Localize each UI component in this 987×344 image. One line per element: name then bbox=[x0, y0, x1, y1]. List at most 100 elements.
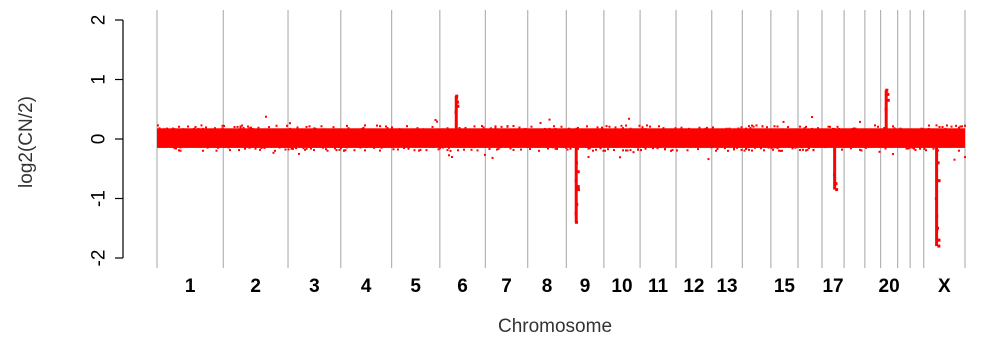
data-point bbox=[894, 127, 896, 129]
data-point bbox=[160, 141, 162, 143]
data-point bbox=[484, 154, 486, 156]
data-point bbox=[870, 141, 872, 143]
data-point bbox=[478, 129, 480, 131]
data-point bbox=[237, 126, 239, 128]
data-point bbox=[399, 128, 401, 130]
data-point bbox=[256, 137, 258, 139]
data-point bbox=[390, 137, 392, 139]
data-point bbox=[519, 127, 521, 129]
data-point bbox=[241, 125, 243, 127]
data-point bbox=[574, 130, 576, 132]
data-point bbox=[336, 137, 338, 139]
data-point bbox=[216, 140, 218, 142]
data-point bbox=[594, 132, 596, 134]
data-point bbox=[846, 132, 848, 134]
data-point bbox=[184, 132, 186, 134]
data-point bbox=[505, 134, 507, 136]
data-point bbox=[258, 127, 260, 129]
data-point bbox=[205, 137, 207, 139]
data-point bbox=[715, 150, 717, 152]
data-point bbox=[799, 149, 801, 151]
data-point bbox=[847, 129, 849, 131]
data-point bbox=[697, 133, 699, 135]
data-point bbox=[642, 127, 644, 129]
data-point bbox=[693, 143, 695, 145]
data-point bbox=[892, 153, 894, 155]
data-point bbox=[748, 149, 750, 151]
data-point bbox=[742, 143, 744, 145]
data-point bbox=[664, 148, 666, 150]
data-point bbox=[199, 139, 201, 141]
data-point bbox=[685, 145, 687, 147]
data-point bbox=[565, 147, 567, 149]
data-point bbox=[649, 142, 651, 144]
data-point bbox=[880, 132, 882, 134]
data-point bbox=[216, 150, 218, 152]
data-point bbox=[268, 138, 270, 140]
data-point bbox=[867, 141, 869, 143]
data-point bbox=[898, 144, 900, 146]
data-point bbox=[672, 133, 674, 135]
data-point bbox=[724, 147, 726, 149]
data-point bbox=[255, 144, 257, 146]
data-point bbox=[219, 132, 221, 134]
data-point bbox=[945, 128, 947, 130]
data-point bbox=[633, 151, 635, 153]
data-point bbox=[406, 125, 408, 127]
data-point bbox=[520, 149, 522, 151]
data-point bbox=[834, 128, 836, 130]
data-point bbox=[873, 146, 875, 148]
data-point bbox=[228, 132, 230, 134]
data-point bbox=[682, 131, 684, 133]
data-point bbox=[652, 147, 654, 149]
data-point bbox=[843, 131, 845, 133]
data-point bbox=[814, 132, 816, 134]
data-point bbox=[778, 134, 780, 136]
data-point bbox=[727, 150, 729, 152]
data-point bbox=[660, 138, 662, 140]
data-point bbox=[391, 126, 393, 128]
data-point bbox=[903, 132, 905, 134]
data-point bbox=[351, 130, 353, 132]
data-point bbox=[465, 136, 467, 138]
data-point bbox=[882, 136, 884, 138]
data-point bbox=[420, 138, 422, 140]
data-point bbox=[753, 130, 755, 132]
data-point bbox=[168, 139, 170, 141]
data-point bbox=[666, 140, 668, 142]
data-point bbox=[172, 142, 174, 144]
data-point bbox=[762, 126, 764, 128]
data-point bbox=[472, 142, 474, 144]
chromosome-label: 15 bbox=[774, 276, 796, 297]
data-point bbox=[918, 129, 920, 131]
data-point bbox=[538, 150, 540, 152]
data-point bbox=[487, 135, 489, 137]
data-point bbox=[882, 130, 884, 132]
data-point bbox=[744, 138, 746, 140]
data-point bbox=[736, 147, 738, 149]
data-point bbox=[364, 149, 366, 151]
data-point bbox=[409, 140, 411, 142]
data-point bbox=[289, 128, 291, 130]
data-point bbox=[909, 147, 911, 149]
data-point bbox=[225, 129, 227, 131]
data-point bbox=[190, 140, 192, 142]
data-point bbox=[663, 127, 665, 129]
data-point bbox=[259, 149, 261, 151]
data-point bbox=[381, 130, 383, 132]
data-point bbox=[369, 144, 371, 146]
data-point bbox=[654, 139, 656, 141]
data-point bbox=[624, 144, 626, 146]
data-point bbox=[556, 130, 558, 132]
data-point bbox=[273, 143, 275, 145]
data-point bbox=[606, 139, 608, 141]
data-point bbox=[501, 126, 503, 128]
data-point bbox=[880, 138, 882, 140]
data-point bbox=[592, 150, 594, 152]
data-point bbox=[415, 139, 417, 141]
data-point bbox=[352, 145, 354, 147]
data-point bbox=[627, 149, 629, 151]
data-point bbox=[861, 149, 863, 151]
chromosome-label: 6 bbox=[457, 276, 468, 297]
